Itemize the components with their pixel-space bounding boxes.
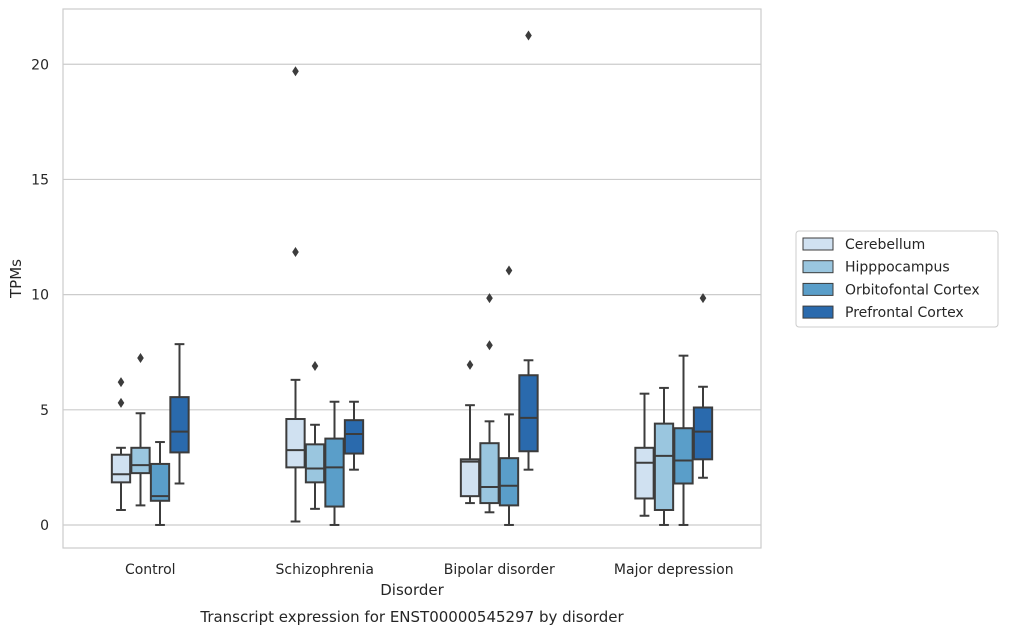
legend-frame — [795, 230, 999, 328]
outlier-point — [117, 397, 125, 408]
y-tick-label: 15 — [31, 172, 49, 188]
outlier-point — [292, 247, 299, 258]
x-tick-label: Major depression — [614, 562, 734, 578]
legend-swatch — [802, 282, 834, 296]
legend-swatch — [802, 260, 834, 274]
box — [673, 427, 694, 485]
box — [169, 396, 190, 454]
x-tick-label: Control — [125, 562, 176, 578]
outlier-point — [311, 361, 319, 372]
box-plot-item — [459, 359, 481, 505]
x-axis-label: Disorder — [380, 581, 444, 599]
box — [634, 446, 655, 500]
legend-swatch — [802, 237, 834, 251]
y-tick-label: 5 — [40, 403, 49, 419]
box-plot-item — [285, 66, 306, 523]
box-plot-item — [130, 352, 151, 507]
box — [304, 443, 326, 484]
outlier-point — [505, 265, 513, 276]
legend-label: Hipppocampus — [845, 260, 950, 276]
y-tick-label: 20 — [31, 57, 49, 73]
box — [285, 418, 306, 469]
legend-label: Cerebellum — [845, 237, 925, 253]
outlier-point — [486, 340, 493, 351]
box-plot-item — [692, 293, 714, 479]
legend: Cerebellum Hipppocampus Orbitofontal Corte… — [795, 230, 999, 328]
box-plot-item — [110, 377, 132, 511]
box — [149, 462, 171, 502]
box — [110, 453, 132, 484]
outlier-point — [292, 66, 299, 77]
box — [459, 458, 481, 498]
plot-area-frame — [62, 8, 762, 549]
box-plot-item — [479, 293, 500, 514]
x-tick-label: Bipolar disorder — [444, 562, 555, 578]
box — [692, 406, 714, 461]
legend-label: Orbitofontal Cortex — [845, 282, 980, 298]
box — [130, 446, 151, 475]
outlier-point — [486, 293, 493, 304]
y-axis-label: TPMs — [7, 259, 25, 299]
outlier-point — [699, 293, 707, 304]
y-tick-label: 0 — [40, 518, 49, 534]
legend-label: Prefrontal Cortex — [845, 305, 964, 321]
legend-swatch — [802, 305, 834, 319]
box — [324, 437, 345, 508]
x-tick-label: Schizophrenia — [276, 562, 374, 578]
box-plot-item — [169, 343, 190, 485]
box-plot-item — [324, 400, 345, 526]
box — [518, 374, 539, 453]
box — [498, 457, 520, 507]
box — [343, 419, 365, 455]
box-plot-item — [498, 265, 520, 526]
box-groups — [110, 30, 714, 526]
outlier-point — [525, 30, 532, 41]
y-tick-label: 10 — [31, 288, 49, 304]
box — [479, 442, 500, 505]
box-plot-item — [518, 30, 539, 471]
box-plot-item — [149, 441, 171, 526]
box — [653, 422, 675, 511]
x-tick-labels: Control Schizophrenia Bipolar disorder Majo… — [125, 562, 734, 578]
box-plot-item — [343, 400, 365, 471]
box-plot-item — [653, 386, 675, 526]
y-tick-labels: 0 5 10 15 20 — [31, 57, 49, 534]
box-plot-item — [634, 392, 655, 517]
chart-caption: Transcript expression for ENST0000054529… — [199, 608, 624, 626]
outlier-point — [466, 359, 474, 370]
outlier-point — [117, 377, 125, 388]
box-plot-item — [304, 361, 326, 510]
box-plot-item — [673, 354, 694, 526]
outlier-point — [137, 352, 144, 363]
